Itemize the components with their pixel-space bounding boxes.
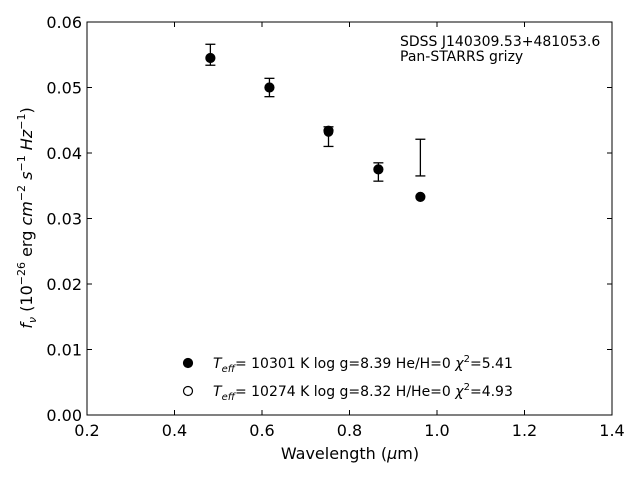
model-point-filled [205,52,216,64]
y-tick-label: 0.02 [46,275,82,294]
x-tick-label: 0.4 [162,421,187,440]
x-axis-title: Wavelength (μm) [281,444,419,463]
model-markers [205,52,426,202]
model-point-filled [373,164,384,175]
legend-entry-he: Teff= 10301 K log g=8.39 He/H=0 χ2=5.41 [213,354,513,375]
y-tick-label: 0.04 [46,144,82,163]
annotation-object: SDSS J140309.53+481053.6 [400,34,600,50]
observed-errorbars [205,43,426,182]
annotation-survey: Pan-STARRS grizy [400,49,523,65]
x-tick-label: 1.4 [599,421,624,440]
y-axis-title: fν (10−26 erg cm−2 s−1 Hz−1) [15,107,39,328]
legend-marker-open [182,385,194,397]
y-tick-label: 0.01 [46,341,82,360]
model-point-filled [264,82,275,93]
axis-ticks [86,21,613,416]
errorbar [415,138,426,177]
legend: Teff= 10301 K log g=8.39 He/H=0 χ2=5.41 … [182,354,513,403]
y-tick-label: 0.03 [46,210,82,229]
x-tick-label: 0.2 [74,421,99,440]
y-tick-label: 0.00 [46,406,82,425]
model-point-filled [323,125,334,136]
axis-tick-labels: 0.2 0.4 0.6 0.8 1.0 1.2 1.4 0.00 0.01 0.02 0.03 0.0… [46,13,624,440]
y-tick-label: 0.06 [46,13,82,32]
legend-entry-h: Teff= 10274 K log g=8.32 H/He=0 χ2=4.93 [213,382,513,403]
x-tick-label: 0.6 [249,421,274,440]
legend-marker-filled [182,357,194,369]
y-tick-label: 0.05 [46,79,82,98]
x-tick-label: 0.8 [337,421,362,440]
x-tick-label: 1.2 [512,421,537,440]
model-point-filled [415,191,426,202]
x-tick-label: 1.0 [424,421,449,440]
